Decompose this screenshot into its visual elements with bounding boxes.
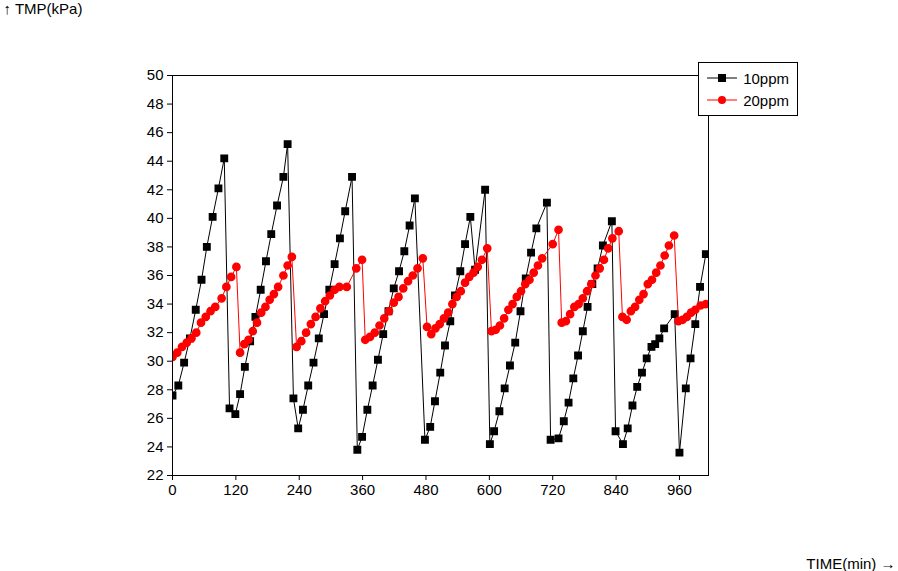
- svg-text:40: 40: [147, 209, 164, 226]
- svg-text:0: 0: [168, 481, 176, 498]
- svg-text:22: 22: [147, 466, 164, 483]
- svg-text:26: 26: [147, 409, 164, 426]
- svg-text:30: 30: [147, 352, 164, 369]
- svg-text:24: 24: [147, 438, 164, 455]
- svg-text:120: 120: [223, 481, 248, 498]
- svg-text:34: 34: [147, 295, 164, 312]
- svg-text:↑ TMP(kPa): ↑ TMP(kPa): [4, 0, 83, 17]
- svg-text:46: 46: [147, 123, 164, 140]
- svg-text:840: 840: [604, 481, 629, 498]
- svg-text:48: 48: [147, 95, 164, 112]
- svg-text:240: 240: [287, 481, 312, 498]
- svg-text:44: 44: [147, 152, 164, 169]
- svg-text:360: 360: [350, 481, 375, 498]
- svg-text:600: 600: [477, 481, 502, 498]
- svg-text:720: 720: [540, 481, 565, 498]
- svg-text:50: 50: [147, 66, 164, 83]
- svg-text:28: 28: [147, 381, 164, 398]
- svg-text:32: 32: [147, 323, 164, 340]
- html-text:20ppm: 20ppm: [743, 91, 789, 109]
- html-text:10ppm: 10ppm: [743, 69, 789, 87]
- svg-text:42: 42: [147, 181, 164, 198]
- svg-text:36: 36: [147, 266, 164, 283]
- svg-text:TIME(min) →: TIME(min) →: [806, 555, 895, 571]
- svg-text:480: 480: [413, 481, 438, 498]
- svg-text:38: 38: [147, 238, 164, 255]
- svg-text:960: 960: [667, 481, 692, 498]
